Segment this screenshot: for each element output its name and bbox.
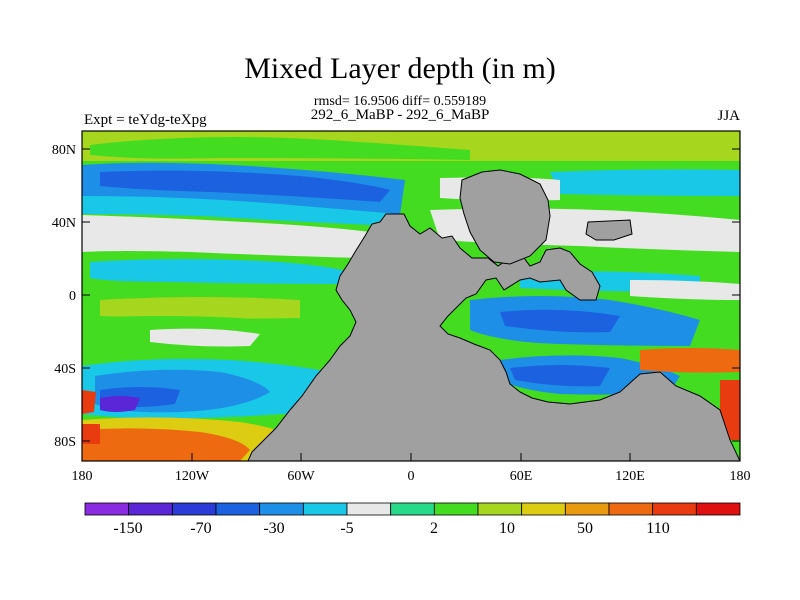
colorbar-label: 50 bbox=[577, 520, 593, 537]
season-label: JJA bbox=[717, 108, 740, 124]
colorbar-label: 110 bbox=[646, 520, 669, 537]
north-white-band bbox=[82, 215, 370, 258]
arctic-green-patch bbox=[90, 136, 470, 160]
southern-orange bbox=[82, 428, 250, 461]
lat-ticks bbox=[82, 148, 740, 442]
map-subtitle: 292_6_MaBP - 292_6_MaBP bbox=[310, 107, 490, 123]
lon-ticks bbox=[81, 453, 741, 461]
lon-label: 60E bbox=[510, 469, 533, 484]
indian-ocean-deep bbox=[500, 309, 620, 333]
colorbar-swatch bbox=[433, 502, 479, 516]
south-indian-deep bbox=[510, 365, 610, 387]
south-east-orange bbox=[640, 348, 740, 373]
colorbar-label: 2 bbox=[430, 520, 438, 537]
map-title: Mixed Layer depth (in m) bbox=[244, 52, 556, 85]
colorbar-swatch bbox=[128, 502, 173, 516]
lon-label: 0 bbox=[408, 469, 415, 484]
lon-label: 60W bbox=[287, 469, 315, 484]
lat-label: 0 bbox=[69, 289, 76, 304]
lat-label: 80N bbox=[52, 143, 76, 158]
lat-label: 80S bbox=[54, 435, 76, 450]
colorbar-label: 10 bbox=[499, 520, 515, 537]
lon-label: 180 bbox=[730, 469, 751, 484]
north-pacific-deep bbox=[100, 170, 390, 202]
colorbar-label: -5 bbox=[340, 520, 353, 537]
colorbar-swatch bbox=[695, 502, 741, 516]
colorbar-labels: -150 -70 -30 -5 2 10 50 110 bbox=[113, 520, 669, 537]
colorbar-swatch bbox=[564, 502, 610, 516]
lon-label: 180 bbox=[72, 469, 93, 484]
colorbar-label: -150 bbox=[113, 520, 142, 537]
land-main-continent bbox=[247, 213, 740, 461]
tropical-cyan-band bbox=[90, 259, 350, 284]
lon-label: 120W bbox=[175, 469, 210, 484]
colorbar bbox=[84, 502, 741, 516]
lat-labels: 80N 40N 0 40S 80S bbox=[52, 143, 76, 450]
colorbar-swatch bbox=[302, 502, 348, 516]
southern-red-edge bbox=[82, 390, 96, 414]
lat-label: 40N bbox=[52, 216, 76, 231]
east-tropical-white bbox=[630, 280, 740, 300]
tropical-yellowgreen bbox=[100, 297, 300, 319]
colorbar-swatch bbox=[608, 502, 654, 516]
colorbar-swatch bbox=[477, 502, 523, 516]
lat-label: 40S bbox=[54, 362, 76, 377]
colorbar-swatch bbox=[171, 502, 217, 516]
colorbar-swatch bbox=[390, 502, 435, 516]
colorbar-swatch bbox=[346, 502, 392, 516]
southern-red-left bbox=[82, 424, 100, 444]
colorbar-swatch bbox=[84, 502, 130, 516]
lon-labels: 180 120W 60W 0 60E 120E 180 bbox=[72, 469, 751, 484]
colorbar-label: -30 bbox=[263, 520, 284, 537]
land-small-island bbox=[585, 219, 633, 241]
north-pacific-cyan bbox=[82, 196, 400, 226]
colorbar-label: -70 bbox=[190, 520, 211, 537]
south-tropical-white bbox=[150, 328, 260, 347]
lon-label: 120E bbox=[615, 469, 645, 484]
stats-line: rmsd= 16.9506 diff= 0.559189 bbox=[313, 94, 487, 109]
south-pacific-violet bbox=[100, 396, 140, 412]
colorbar-swatch bbox=[259, 502, 304, 516]
colorbar-swatch bbox=[215, 502, 261, 516]
experiment-label: Expt = teYdg-teXpg bbox=[84, 112, 207, 128]
map-field bbox=[82, 131, 740, 461]
colorbar-swatch bbox=[521, 502, 566, 516]
land-north-block bbox=[459, 169, 551, 265]
colorbar-swatch bbox=[652, 502, 697, 516]
north-atlantic-cyan bbox=[550, 169, 740, 196]
